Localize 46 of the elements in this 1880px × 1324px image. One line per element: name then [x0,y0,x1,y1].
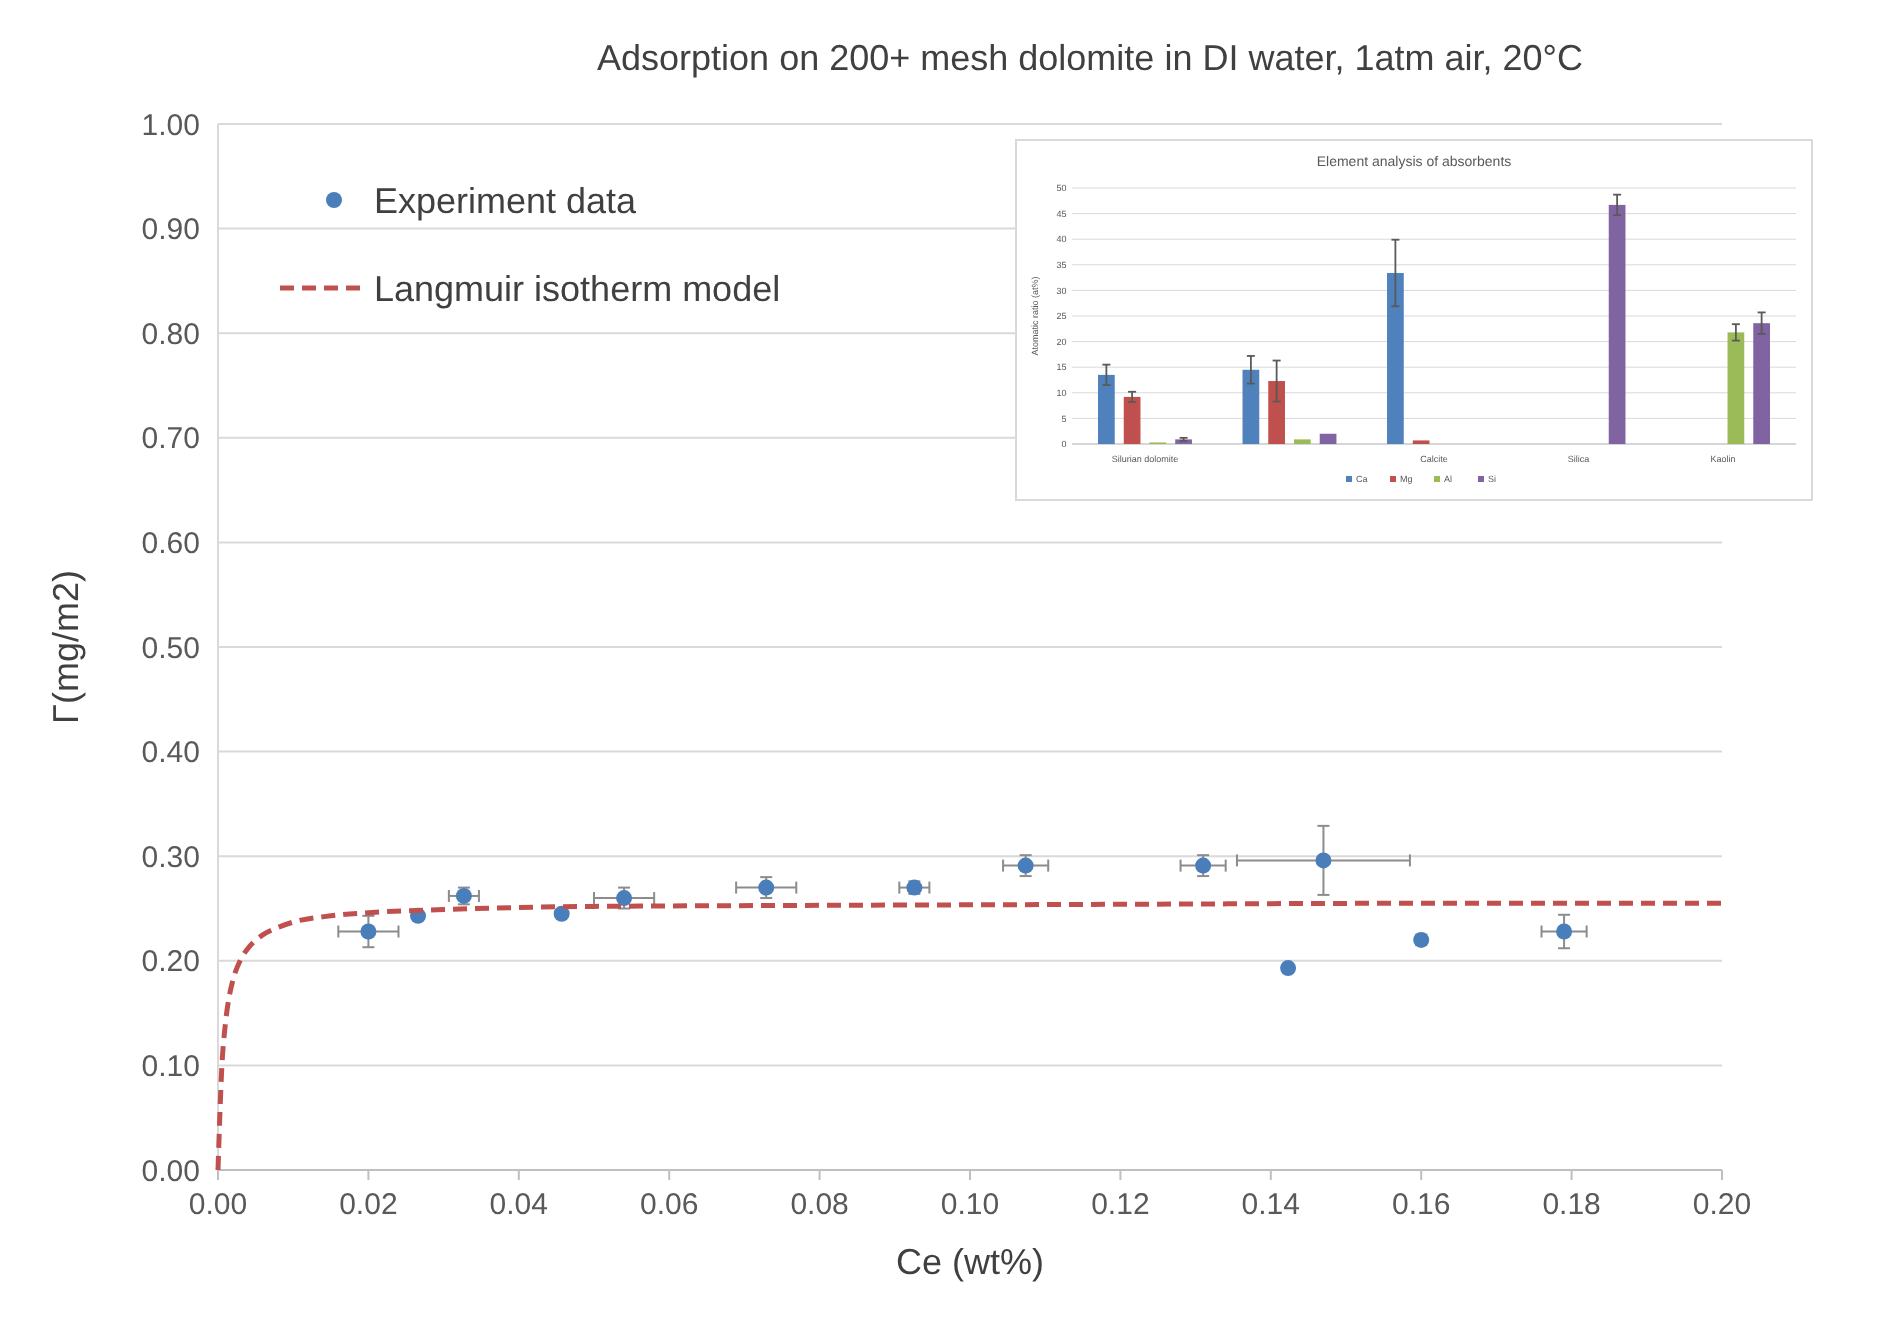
bar [1387,272,1404,444]
point [758,879,775,896]
bar [1242,369,1260,444]
point [1280,960,1297,977]
legend-label: Experiment data [374,180,639,221]
y-tick-label: 0.70 [141,422,200,457]
line-series [215,900,1725,1173]
y-tick-label: 0.30 [141,840,200,875]
point [1017,857,1034,874]
x-tick-label: 0.16 [1392,1188,1451,1222]
x-tick-label: 0.08 [790,1188,849,1222]
x-tick-label: 0.00 [188,1188,248,1222]
y-tick-label: 0.40 [141,736,200,771]
bar [1753,323,1770,444]
y-tick-label: 0.80 [141,317,200,352]
point [1315,852,1332,869]
x-tick-label: 0.14 [1241,1188,1300,1222]
x-tick-label: 0.10 [940,1188,1000,1222]
point [1195,857,1212,874]
x-tick-label: 0.02 [339,1188,398,1222]
y-axis-title: Γ(mg/m2) [46,570,86,724]
legend-label: Langmuir isotherm model [374,268,781,309]
y-tick-label: 0.20 [141,945,200,980]
bar [1608,204,1626,444]
x-axis-title: Ce (wt%) [895,1242,1045,1282]
bar [1268,381,1285,444]
y-tick-label: 1.00 [141,108,200,143]
chart-title: Adsorption on 200+ mesh dolomite in DI water, 1atm air, 20°C [597,38,1583,78]
y-tick-label: 0.00 [141,1154,200,1189]
bar [1319,433,1337,444]
point [1556,923,1573,940]
x-tick-label: 0.18 [1542,1188,1601,1222]
y-tick-label: 0.90 [141,213,200,248]
bar [1123,396,1141,444]
point [616,890,633,907]
x-tick-label: 0.20 [1692,1188,1752,1222]
point [553,905,570,922]
x-tick-label: 0.12 [1091,1188,1150,1222]
x-tick-label: 0.06 [640,1188,699,1222]
x-tick-label: 0.04 [489,1188,548,1222]
y-tick-label: 0.60 [141,526,200,561]
y-tick-label: 0.50 [141,631,200,666]
bar [1098,374,1115,444]
bar [1727,332,1745,444]
y-tick-label: 0.10 [141,1049,200,1084]
point [360,923,377,940]
